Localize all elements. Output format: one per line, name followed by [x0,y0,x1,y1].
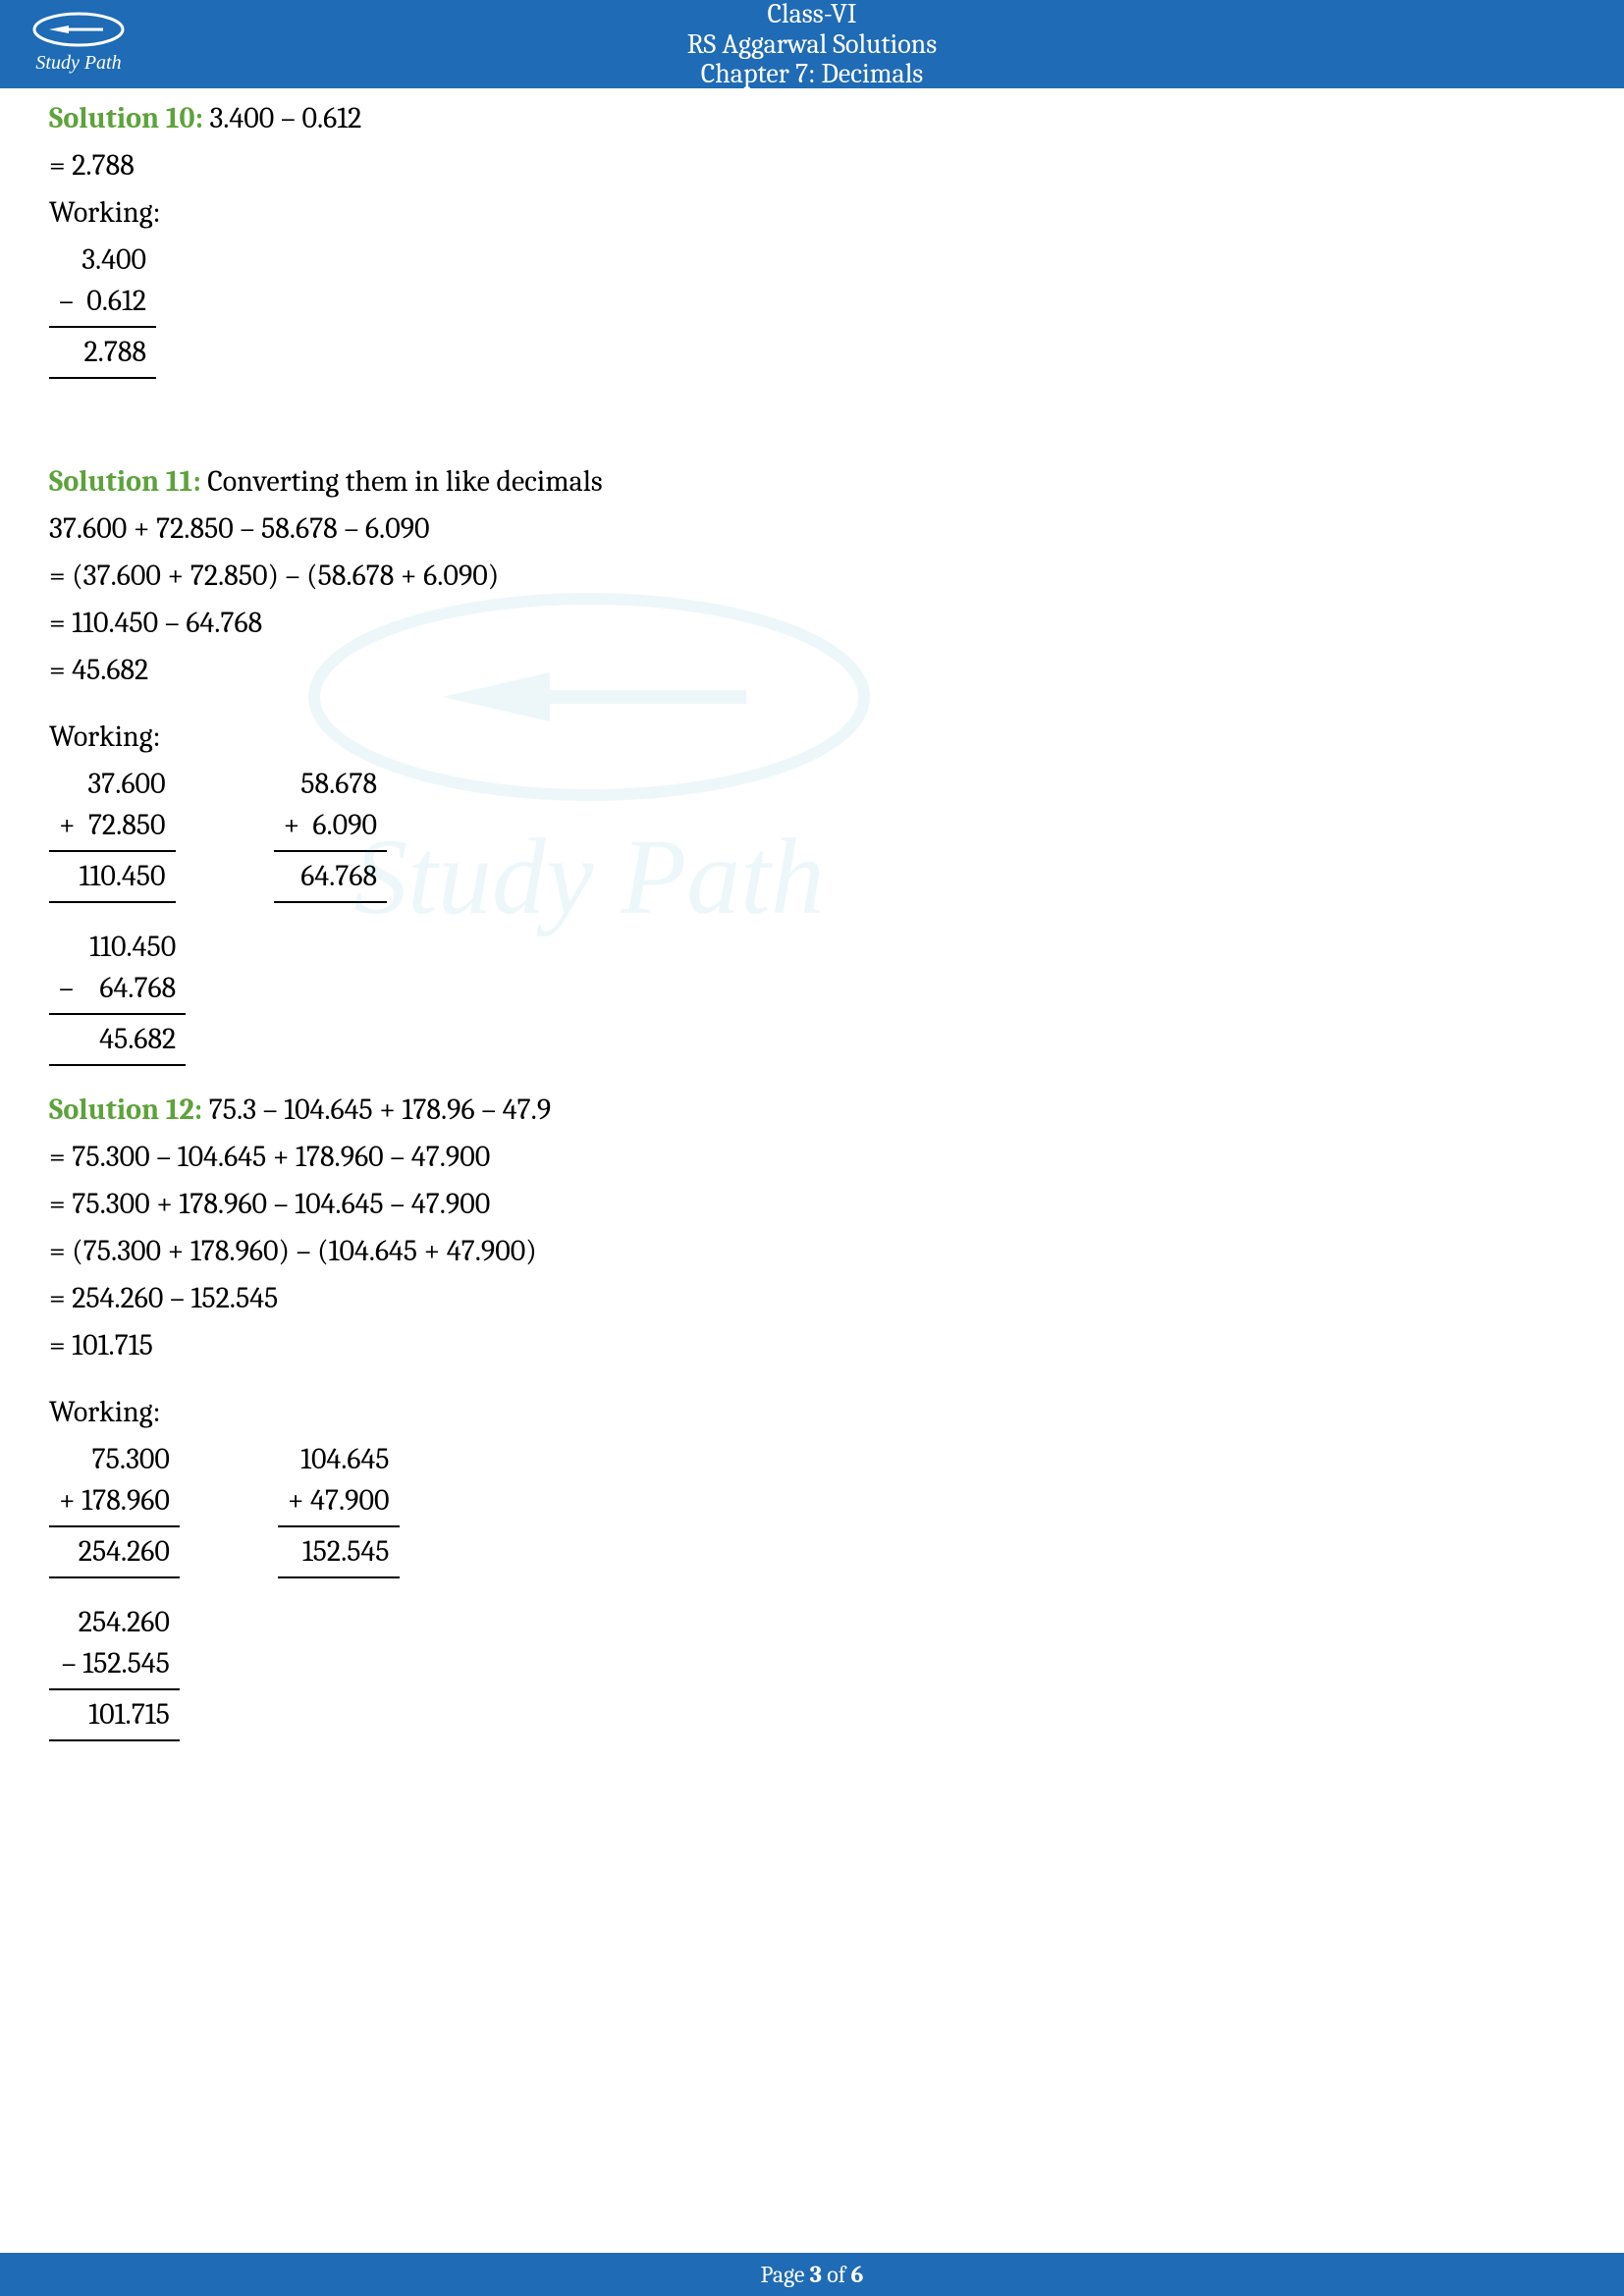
calc-result: 64.768 [274,856,387,897]
solution-12-line: = 75.300 – 104.645 + 178.960 – 47.900 [49,1137,1575,1178]
calc-rule [49,1739,180,1741]
footer-mid: of [822,2261,851,2288]
calc-rule [49,1576,180,1578]
solution-label: Solution 12: [49,1093,202,1127]
solution-11-calc3: 110.450 – 64.768 45.682 [49,927,186,1070]
solution-12-calc2: 104.645 + 47.900 152.545 [278,1439,400,1582]
solution-11-line: = 110.450 – 64.768 [49,603,1575,644]
calc-rule [278,1525,400,1527]
calc-result: 2.788 [49,332,156,373]
class-line: Class-VI [687,0,938,29]
solution-11-calc2: 58.678 + 6.090 64.768 [274,764,387,907]
calc-rule [49,850,176,852]
page-footer: Page 3 of 6 [0,2253,1624,2296]
svg-text:Study Path: Study Path [35,52,121,74]
solution-12-heading: Solution 12: 75.3 – 104.645 + 178.96 – 4… [49,1090,1575,1131]
calc-operand: 104.645 [278,1439,400,1480]
solution-10-expr: 3.400 – 0.612 [209,101,361,135]
footer-prefix: Page [761,2261,810,2288]
calc-operand: 37.600 [49,764,176,805]
solution-11-line: = (37.600 + 72.850) – (58.678 + 6.090) [49,556,1575,597]
solution-12-line: = (75.300 + 178.960) – (104.645 + 47.900… [49,1231,1575,1272]
solution-12-line: = 101.715 [49,1325,1575,1366]
solution-11-intro: Converting them in like decimals [207,464,602,499]
calc-operand: 3.400 [49,240,156,281]
calc-operand: + 178.960 [49,1480,180,1522]
calc-operand: 254.260 [49,1602,180,1643]
study-path-logo-icon: Study Path [20,10,137,79]
calc-operand: – 64.768 [49,968,186,1009]
calc-result: 110.450 [49,856,176,897]
solution-12-calc1: 75.300 + 178.960 254.260 [49,1439,180,1582]
solution-10-result: = 2.788 [49,145,1575,187]
calc-operand: + 6.090 [274,805,387,846]
calc-result: 152.545 [278,1531,400,1573]
footer-total-pages: 6 [851,2261,864,2288]
solution-11-heading: Solution 11: Converting them in like dec… [49,461,1575,503]
working-label: Working: [49,717,1575,758]
calc-rule [274,901,387,903]
calc-rule [49,1013,186,1015]
calc-operand: 110.450 [49,927,186,968]
calc-rule [49,377,156,379]
solution-12-line: = 75.300 + 178.960 – 104.645 – 47.900 [49,1184,1575,1225]
footer-current-page: 3 [810,2261,822,2288]
page-header: Study Path Class-VI RS Aggarwal Solution… [0,0,1624,88]
solution-10-calc: 3.400 – 0.612 2.788 [49,240,156,383]
calc-rule [274,850,387,852]
solution-label: Solution 10: [49,101,203,135]
solution-12-line: = 254.260 – 152.545 [49,1278,1575,1319]
solution-label: Solution 11: [49,464,201,499]
calc-result: 254.260 [49,1531,180,1573]
calc-rule [278,1576,400,1578]
solution-12-calc-row1: 75.300 + 178.960 254.260 104.645 + 47.90… [49,1439,1575,1582]
chapter-line: Chapter 7: Decimals [687,59,938,89]
solution-11-calc-row1: 37.600 + 72.850 110.450 58.678 + 6.090 6… [49,764,1575,907]
calc-rule [49,1064,186,1066]
solution-12-expr: 75.3 – 104.645 + 178.96 – 47.9 [209,1093,552,1127]
solution-10-heading: Solution 10: 3.400 – 0.612 [49,98,1575,139]
solution-11-calc1: 37.600 + 72.850 110.450 [49,764,176,907]
calc-result: 101.715 [49,1694,180,1735]
working-label: Working: [49,1392,1575,1433]
calc-rule [49,326,156,328]
logo: Study Path [20,10,137,79]
solution-11-line: 37.600 + 72.850 – 58.678 – 6.090 [49,508,1575,550]
calc-rule [49,1525,180,1527]
calc-rule [49,1688,180,1690]
calc-operand: – 0.612 [49,281,156,322]
working-label: Working: [49,192,1575,234]
calc-result: 45.682 [49,1019,186,1060]
calc-operand: + 72.850 [49,805,176,846]
page-content: Study Path Solution 10: 3.400 – 0.612 = … [0,88,1624,1745]
calc-rule [49,901,176,903]
solution-11-line: = 45.682 [49,650,1575,691]
solution-12-calc3: 254.260 – 152.545 101.715 [49,1602,180,1745]
calc-operand: 58.678 [274,764,387,805]
calc-operand: – 152.545 [49,1643,180,1684]
calc-operand: + 47.900 [278,1480,400,1522]
book-line: RS Aggarwal Solutions [687,29,938,60]
calc-operand: 75.300 [49,1439,180,1480]
header-titles: Class-VI RS Aggarwal Solutions Chapter 7… [687,0,938,89]
